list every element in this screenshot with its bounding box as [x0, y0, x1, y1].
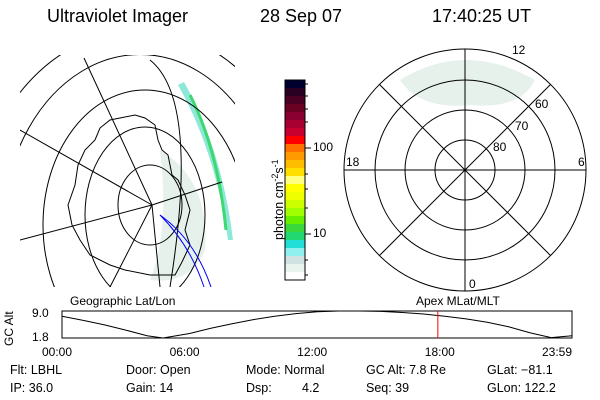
lat-circle: [42, 89, 235, 287]
colorbar-band: [285, 184, 305, 193]
colorbar-band: [285, 136, 305, 145]
polar-plot: [343, 48, 587, 292]
time: 17:40:25 UT: [432, 6, 532, 26]
colorbar-unit-label: photon cm-2s-1: [270, 159, 287, 240]
lat-label-60: 60: [535, 97, 549, 111]
colorbar-band: [285, 264, 305, 273]
colorbar-band: [285, 168, 305, 177]
colorbar-band: [285, 152, 305, 161]
colorbar-ticks: [305, 83, 311, 276]
altitude-plot: [61, 310, 573, 339]
colorbar-band: [285, 208, 305, 217]
mlt-label-12: 12: [512, 43, 526, 57]
lat-circle: [84, 126, 206, 287]
mode-status: Mode: Normal: [246, 363, 325, 377]
apex-panel-label: Apex MLat/MLT: [416, 294, 500, 308]
orbit-track: [159, 214, 212, 287]
lat-label-70: 70: [515, 119, 529, 133]
mlt-label-6: 6: [578, 155, 585, 169]
dsp-value: 4.2: [302, 381, 320, 395]
altitude-series-line: [61, 310, 573, 339]
glon-status: GLon: 122.2: [487, 381, 556, 395]
aurora-glow: [178, 82, 233, 240]
lat-label-80: 80: [493, 140, 507, 154]
lon-line: [109, 204, 153, 287]
colorbar-frame: [284, 79, 306, 281]
ytick-min: 1.8: [32, 330, 49, 344]
colorbar-band: [285, 256, 305, 265]
dsp-label: Dsp:: [246, 381, 272, 395]
colorbar-band: [285, 224, 305, 233]
lon-line: [83, 57, 153, 206]
colorbar-band: [285, 160, 305, 169]
colorbar-band: [285, 192, 305, 201]
colorbar-band: [285, 144, 305, 153]
colorbar-band: [285, 272, 305, 281]
colorbar-tick-10: 10: [313, 226, 327, 240]
lat-circle: [117, 164, 183, 246]
colorbar-tick-100: 100: [313, 140, 334, 154]
lat-circle: [20, 55, 235, 94]
colorbar-band: [285, 88, 305, 97]
lon-line: [151, 181, 223, 206]
colorbar-band: [285, 232, 305, 241]
gc-alt-status: GC Alt: 7.8 Re: [366, 363, 446, 377]
lon-line: [20, 204, 153, 241]
glat-status: GLat: −81.1: [487, 363, 553, 377]
seq-status: Seq: 39: [366, 381, 410, 395]
colorbar-band: [285, 176, 305, 185]
colorbar: [285, 80, 305, 281]
geographic-map: [20, 55, 235, 287]
altitude-ylabel: GC Alt: [2, 311, 16, 346]
lon-line: [151, 204, 161, 287]
colorbar-band: [285, 248, 305, 257]
filter-status: Flt: LBHL: [10, 363, 63, 377]
colorbar-band: [285, 96, 305, 105]
xtick-label: 06:00: [169, 345, 200, 359]
colorbar-band: [285, 80, 305, 89]
door-status: Door: Open: [126, 363, 191, 377]
dayside-glow: [150, 150, 206, 281]
ytick-max: 9.0: [32, 306, 49, 320]
geographic-panel-label: Geographic Lat/Lon: [70, 294, 176, 308]
instrument-title: Ultraviolet Imager: [47, 6, 189, 26]
polar-glow: [400, 60, 535, 106]
lon-line: [20, 129, 153, 206]
xtick-label: 18:00: [424, 345, 455, 359]
date: 28 Sep 07: [260, 6, 343, 26]
colorbar-band: [285, 216, 305, 225]
orbit-track: [159, 214, 205, 287]
colorbar-band: [285, 112, 305, 121]
mlt-label-18: 18: [346, 155, 360, 169]
gain-status: Gain: 14: [126, 381, 174, 395]
mlt-label-0: 0: [469, 277, 476, 291]
lat-circle: [20, 55, 235, 147]
colorbar-band: [285, 104, 305, 113]
xtick-label: 23:59: [542, 345, 573, 359]
xtick-label: 00:00: [42, 345, 73, 359]
lon-arc: [149, 59, 182, 287]
coastline: [67, 114, 191, 276]
xtick-label: 12:00: [297, 345, 328, 359]
colorbar-band: [285, 240, 305, 249]
colorbar-band: [285, 128, 305, 137]
altitude-plot-frame: [61, 310, 573, 339]
colorbar-band: [285, 200, 305, 209]
colorbar-band: [285, 120, 305, 129]
ip-status: IP: 36.0: [10, 381, 54, 395]
